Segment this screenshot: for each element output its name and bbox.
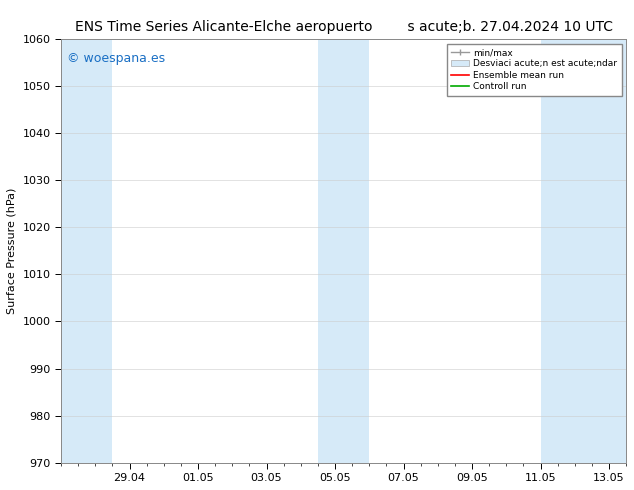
Legend: min/max, Desviaci acute;n est acute;ndar, Ensemble mean run, Controll run: min/max, Desviaci acute;n est acute;ndar… [447,44,621,96]
Text: © woespana.es: © woespana.es [67,52,165,65]
Bar [541,39,626,463]
Bar [318,39,369,463]
Bar [61,39,112,463]
Title: ENS Time Series Alicante-Elche aeropuerto        s acute;b. 27.04.2024 10 UTC: ENS Time Series Alicante-Elche aeropuert… [75,20,612,34]
Y-axis label: Surface Pressure (hPa): Surface Pressure (hPa) [7,188,17,314]
